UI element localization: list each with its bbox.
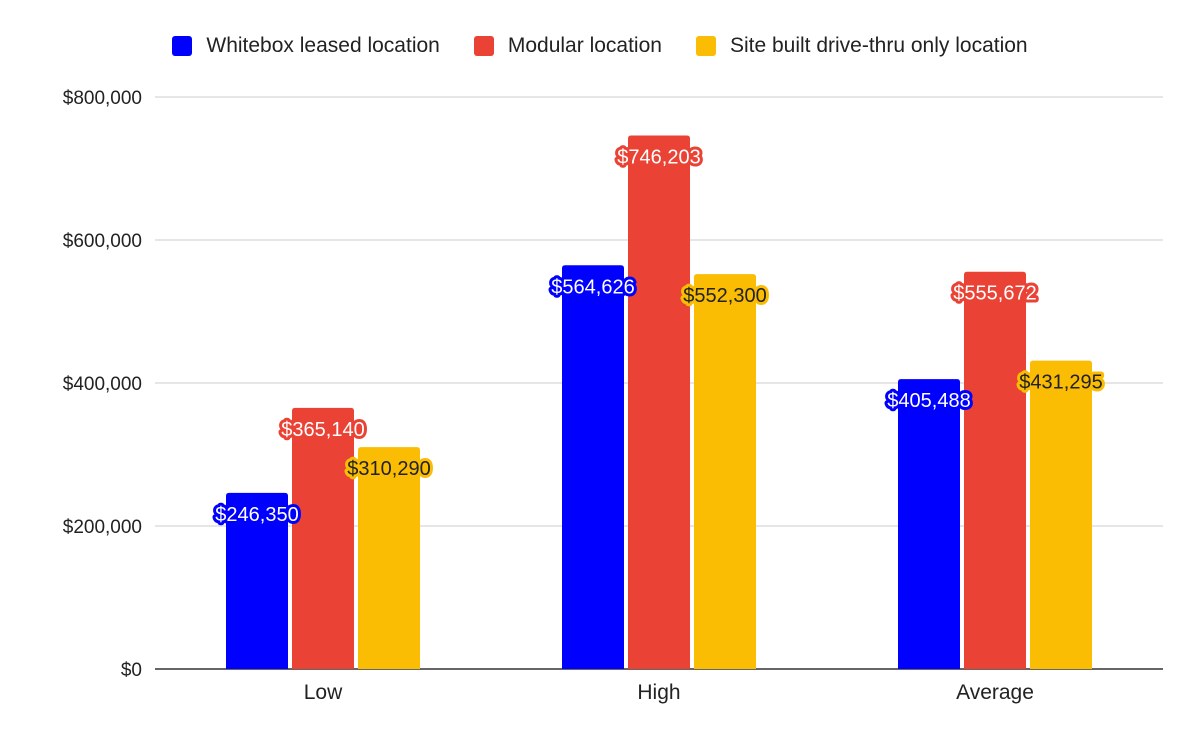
legend-item-modular[interactable]: Modular location (473, 34, 662, 58)
y-tick-label: $600,000 (63, 231, 142, 252)
legend-label-whitebox: Whitebox leased location (206, 34, 440, 57)
bar[interactable] (628, 135, 690, 670)
legend-label-site-built: Site built drive-thru only location (729, 34, 1028, 57)
data-label: $365,140 (281, 419, 364, 441)
bar[interactable] (562, 265, 624, 669)
y-tick-label: $0 (121, 660, 142, 681)
legend-label-modular: Modular location (507, 34, 662, 57)
legend-swatch-modular (473, 36, 494, 56)
bar[interactable] (292, 407, 354, 669)
data-label: $555,672 (953, 283, 1036, 305)
data-label: $310,290 (347, 458, 430, 480)
y-tick-label: $200,000 (63, 517, 142, 538)
bar[interactable] (1030, 360, 1092, 669)
x-tick-label: Low (304, 681, 343, 704)
data-label: $431,295 (1019, 372, 1102, 394)
data-label: $746,203 (617, 146, 700, 168)
legend-swatch-site-built (695, 36, 716, 56)
legend: Whitebox leased location Modular locatio… (0, 34, 1200, 58)
bar[interactable] (694, 274, 756, 669)
y-tick-label: $400,000 (63, 374, 142, 395)
bar[interactable] (358, 447, 420, 669)
legend-item-site-built[interactable]: Site built drive-thru only location (695, 34, 1028, 58)
data-label: $564,626 (551, 276, 634, 298)
legend-swatch-whitebox (172, 36, 193, 56)
x-tick-label: Average (956, 681, 1034, 704)
x-tick-label: High (637, 681, 680, 704)
data-label: $405,488 (887, 390, 970, 412)
data-label: $246,350 (215, 504, 298, 526)
legend-item-whitebox[interactable]: Whitebox leased location (172, 34, 440, 58)
data-label: $552,300 (683, 285, 766, 307)
bar[interactable] (226, 492, 288, 669)
y-tick-label: $800,000 (63, 88, 142, 109)
bar[interactable] (964, 271, 1026, 669)
bar[interactable] (898, 379, 960, 669)
